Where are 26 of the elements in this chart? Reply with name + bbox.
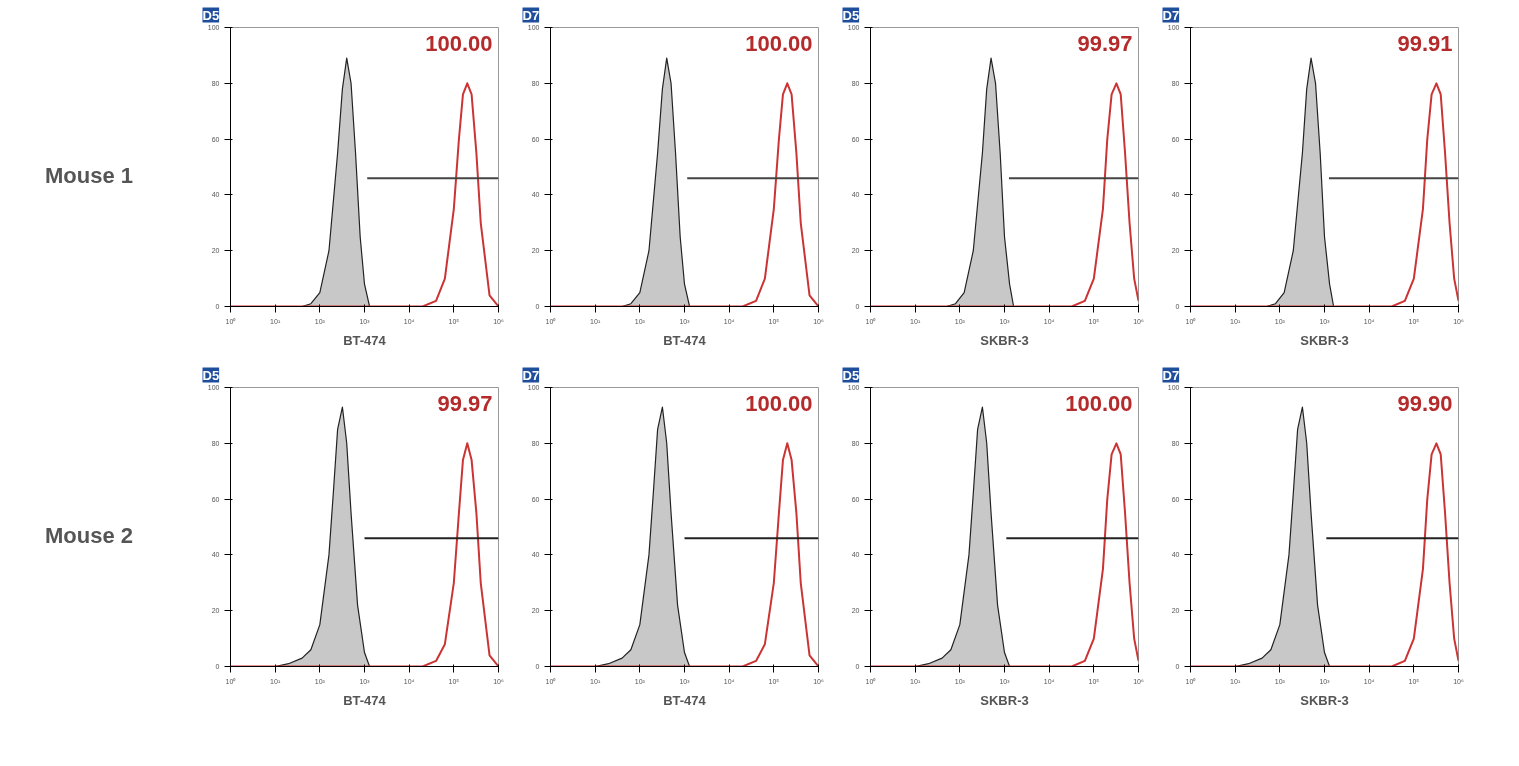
x-axis-title: BT-474 — [663, 332, 707, 348]
chart-title: D5 — [202, 367, 220, 383]
text: 100.00 — [745, 30, 813, 56]
text: 99.90 — [1397, 390, 1453, 416]
text: 99.91 — [1397, 30, 1453, 56]
chart-title: D5 — [202, 7, 220, 23]
text: 99.97 — [1077, 30, 1133, 56]
x-axis-title: SKBR-3 — [1300, 692, 1349, 708]
chart-title: D7 — [1162, 7, 1180, 23]
text: 100.00 — [1065, 390, 1133, 416]
chart-title: D5 — [842, 7, 860, 23]
x-axis-title: SKBR-3 — [980, 332, 1029, 348]
chart-title: D7 — [522, 7, 540, 23]
text: Mouse 2 — [45, 522, 134, 550]
x-axis-title: SKBR-3 — [980, 692, 1029, 708]
chart-title: D7 — [522, 367, 540, 383]
text: 100.00 — [425, 30, 493, 56]
text: Mouse 1 — [45, 162, 134, 190]
x-axis-title: BT-474 — [343, 692, 387, 708]
chart-title: D7 — [1162, 367, 1180, 383]
x-axis-title: BT-474 — [663, 692, 707, 708]
x-axis-title: BT-474 — [343, 332, 387, 348]
x-axis-title: SKBR-3 — [1300, 332, 1349, 348]
chart-title: D5 — [842, 367, 860, 383]
text: 100.00 — [745, 390, 813, 416]
text: 99.97 — [437, 390, 493, 416]
